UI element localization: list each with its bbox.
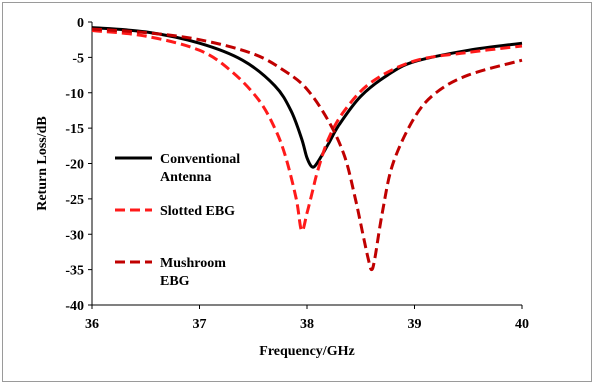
x-tick-label: 39 [408,317,422,332]
legend-label-slotted-ebg: Slotted EBG [160,204,235,219]
plot-area [91,26,523,272]
y-tick-label: -15 [65,122,84,137]
y-tick-label: 0 [77,16,84,31]
y-tick-label: -20 [65,158,84,173]
y-tick-label: -10 [65,87,84,102]
x-tick-label: 40 [515,317,529,332]
y-tick-label: -25 [65,193,84,208]
series-line-slotted-ebg [91,28,523,233]
y-tick-label: -40 [65,299,84,314]
y-tick-label: -35 [65,264,84,279]
series-line-conventional-antenna [91,26,523,169]
series-line-mushroom-ebg [91,27,523,272]
legend-label-conventional-antenna: Conventional [160,152,240,167]
x-tick-label: 36 [85,317,99,332]
x-axis-label: Frequency/GHz [259,344,354,359]
x-tick-label: 37 [193,317,207,332]
y-tick-label: -5 [72,51,84,66]
chart-frame [2,2,592,382]
legend-label-mushroom-ebg: EBG [160,274,190,289]
y-tick-label: -30 [65,228,84,243]
y-axis-label: Return Loss/dB [35,116,50,211]
x-tick-label: 38 [300,317,314,332]
legend-label-mushroom-ebg: Mushroom [160,256,226,271]
legend-label-conventional-antenna: Antenna [160,170,211,185]
legend: Conventional Antenna Slotted EBG Mushroom EB… [115,152,240,289]
